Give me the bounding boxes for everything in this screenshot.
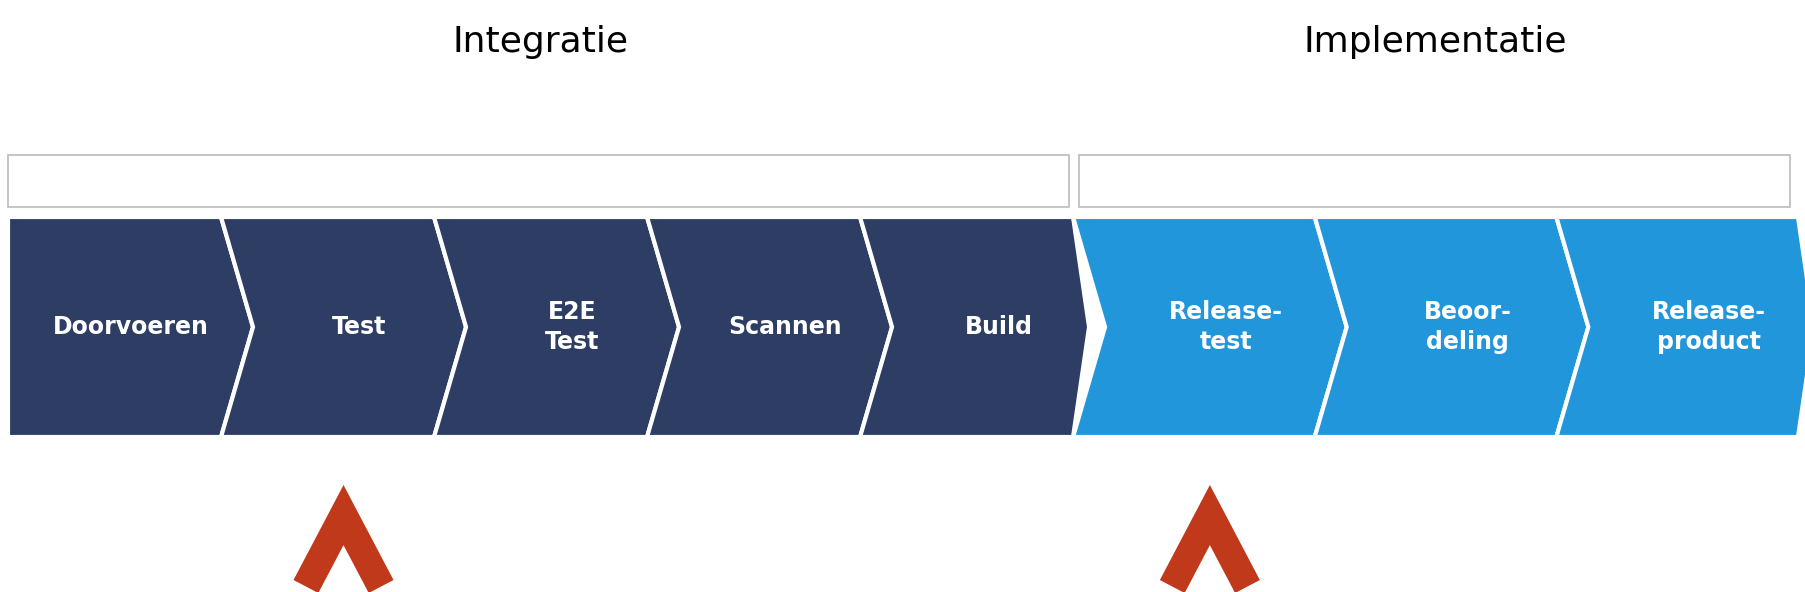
Polygon shape [220, 217, 466, 437]
Polygon shape [1556, 217, 1805, 437]
Text: Integratie: Integratie [453, 25, 628, 59]
Text: Doorvoeren: Doorvoeren [52, 315, 208, 339]
Polygon shape [1314, 217, 1587, 437]
Polygon shape [1159, 485, 1260, 592]
Text: Release-
test: Release- test [1168, 300, 1282, 354]
Text: E2E
Test: E2E Test [545, 300, 599, 354]
Polygon shape [1072, 217, 1347, 437]
Polygon shape [7, 217, 253, 437]
Text: Beoor-
deling: Beoor- deling [1422, 300, 1511, 354]
Text: Release-
product: Release- product [1652, 300, 1765, 354]
Text: Build: Build [964, 315, 1032, 339]
Bar [7, 155, 1069, 207]
Text: Scannen: Scannen [729, 315, 841, 339]
Polygon shape [294, 485, 393, 592]
Bar [1078, 155, 1789, 207]
Polygon shape [859, 217, 1088, 437]
Polygon shape [433, 217, 679, 437]
Polygon shape [646, 217, 892, 437]
Text: Test: Test [332, 315, 386, 339]
Text: Implementatie: Implementatie [1303, 25, 1567, 59]
